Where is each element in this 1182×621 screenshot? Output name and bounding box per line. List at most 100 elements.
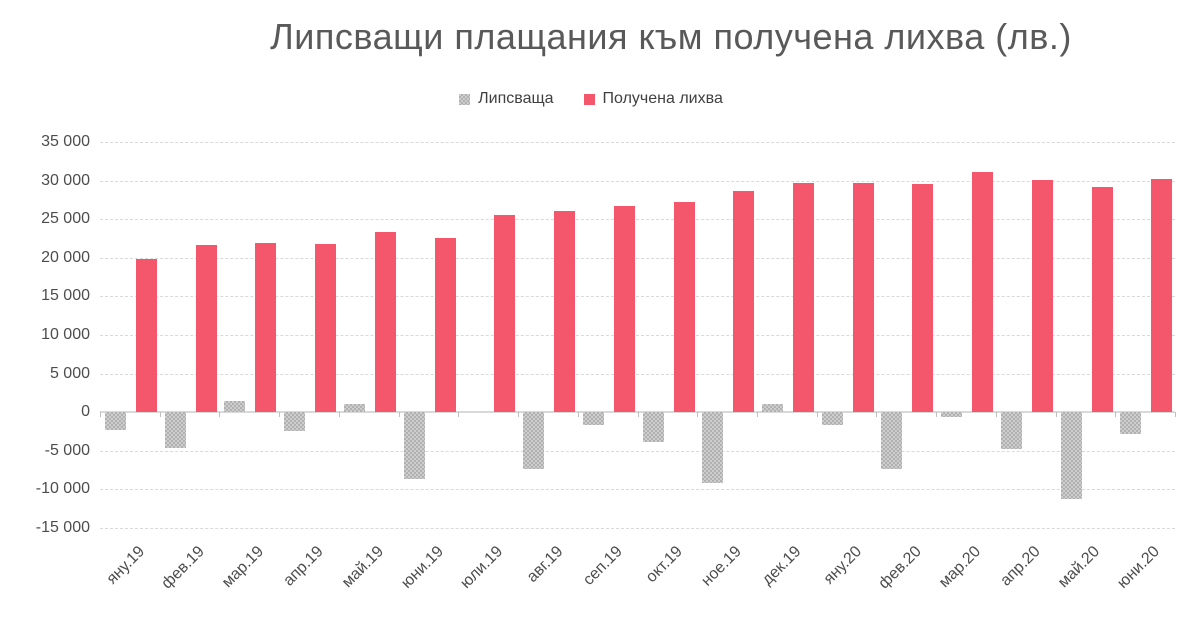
x-axis-label: фев.20: [875, 543, 925, 593]
x-axis-label: дек.19: [759, 543, 805, 589]
bar-interest-юни.19: [434, 237, 456, 413]
x-axis-label: апр.20: [997, 543, 1044, 590]
bar-interest-юни.20: [1151, 179, 1173, 413]
legend-swatch-missing-icon: [459, 93, 471, 105]
legend-item-interest: Получена лихва: [583, 90, 723, 108]
bar-missing-фев.20: [881, 412, 903, 469]
bar-interest-дек.19: [792, 182, 814, 413]
x-axis-label: яну.19: [103, 543, 149, 588]
chart-title: Липсващи плащания към получена лихва (лв…: [270, 16, 1072, 57]
bar-interest-ное.19: [733, 191, 755, 413]
y-axis-tick-label: 20 000: [41, 248, 90, 266]
bar-missing-мар.19: [224, 401, 246, 413]
axis-tick: [518, 412, 520, 418]
bar-interest-мар.19: [255, 243, 277, 413]
x-axis-label: май.19: [338, 543, 387, 592]
y-axis-tick-label: 10 000: [41, 326, 90, 343]
legend-label-missing: Липсваща: [478, 90, 554, 107]
axis-tick: [577, 412, 579, 418]
bar-missing-яну.19: [105, 412, 126, 430]
x-axis-label: ное.19: [698, 543, 746, 590]
x-axis-label: май.20: [1055, 543, 1104, 592]
bar-missing-май.19: [343, 404, 365, 413]
x-axis-label: авг.19: [523, 543, 567, 586]
bar-missing-яну.20: [821, 412, 843, 425]
y-axis-tick-label: -5 000: [44, 441, 90, 459]
bar-missing-авг.19: [523, 412, 545, 470]
axis-tick: [338, 412, 340, 418]
bar-missing-дек.19: [761, 403, 783, 413]
bar-missing-апр.20: [1000, 412, 1022, 450]
y-axis-tick-label: 0: [81, 403, 90, 421]
bar-interest-апр.20: [1031, 179, 1053, 413]
x-axis-label: юни.20: [1114, 543, 1164, 592]
legend-label-interest: Получена лихва: [602, 90, 723, 107]
axis-tick: [458, 412, 460, 418]
y-axis-tick-label: 15 000: [41, 287, 90, 305]
axis-tick: [398, 412, 400, 418]
gridline: [100, 257, 1175, 259]
x-axis-label: мар.19: [219, 543, 268, 592]
axis-tick: [637, 412, 639, 418]
legend-swatch-interest-icon: [583, 93, 595, 105]
bar-interest-фев.19: [195, 245, 217, 413]
bar-missing-окт.19: [642, 412, 664, 442]
y-axis-tick-label: 30 000: [41, 171, 90, 189]
axis-tick: [816, 412, 818, 418]
x-axis-label: мар.20: [936, 543, 985, 592]
y-axis-tick-label: 25 000: [41, 210, 90, 228]
axis-tick: [756, 412, 758, 418]
x-axis-label: окт.19: [642, 543, 686, 587]
axis-tick: [159, 412, 161, 418]
x-axis-label: фев.19: [158, 543, 208, 593]
bar-interest-окт.19: [673, 202, 695, 413]
y-axis-tick-label: 5 000: [49, 364, 90, 382]
x-axis-label: яну.20: [820, 543, 865, 588]
bar-interest-май.20: [1091, 186, 1113, 413]
gridline: [100, 450, 1175, 452]
axis-tick: [1055, 412, 1057, 418]
y-axis-tick-label: -10 000: [35, 480, 90, 498]
gridline: [100, 219, 1175, 221]
legend: Липсваща Получена лихва: [0, 90, 1182, 108]
bar-interest-мар.20: [972, 172, 994, 413]
bar-interest-апр.19: [315, 243, 337, 413]
legend-item-missing: Липсваща: [459, 90, 554, 108]
bar-interest-май.19: [374, 232, 396, 413]
bar-interest-яну.20: [852, 182, 874, 413]
axis-tick: [219, 412, 221, 418]
bar-missing-сеп.19: [582, 412, 604, 426]
y-axis-tick-label: 35 000: [41, 133, 90, 150]
gridline: [100, 296, 1175, 298]
axis-tick: [936, 412, 938, 418]
bar-interest-авг.19: [554, 211, 576, 413]
bar-missing-май.20: [1060, 412, 1082, 499]
x-axis-label: юли.19: [457, 543, 507, 592]
axis-tick: [876, 412, 878, 418]
axis-tick: [697, 412, 699, 418]
bar-interest-яну.19: [136, 258, 157, 413]
axis-tick: [1115, 412, 1117, 418]
axis-tick: [1175, 412, 1176, 418]
y-axis-tick-label: -15 000: [35, 519, 90, 536]
axis-tick: [279, 412, 281, 418]
bar-interest-фев.20: [912, 184, 934, 413]
bar-missing-юни.20: [1120, 412, 1142, 434]
bar-interest-сеп.19: [613, 206, 635, 413]
axis-tick: [995, 412, 997, 418]
gridline: [100, 180, 1175, 182]
bar-missing-апр.19: [284, 412, 306, 431]
bar-missing-юни.19: [403, 412, 425, 479]
x-axis-label: юни.19: [397, 543, 447, 592]
gridline: [100, 373, 1175, 375]
gridline: [100, 528, 1175, 529]
bar-interest-юли.19: [494, 214, 516, 413]
bar-missing-фев.19: [164, 412, 186, 449]
axis-tick: [100, 412, 101, 418]
gridline: [100, 335, 1175, 336]
x-axis-label: апр.19: [280, 543, 328, 590]
bar-missing-мар.20: [941, 412, 963, 417]
x-axis-label: сеп.19: [579, 543, 626, 589]
gridline: [100, 142, 1175, 143]
